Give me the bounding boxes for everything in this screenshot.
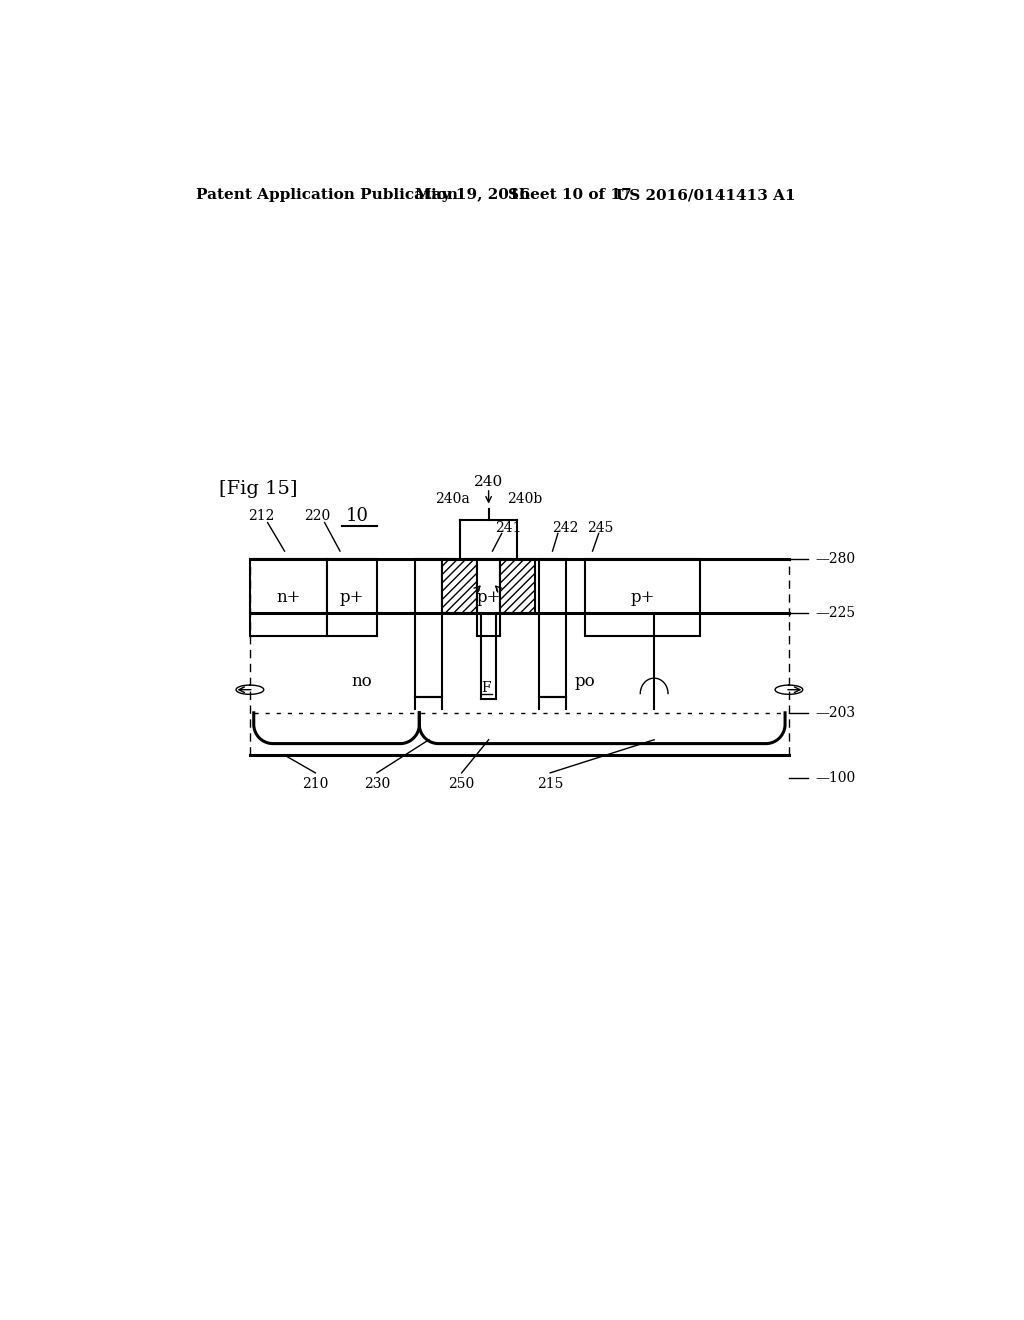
- Text: p+: p+: [631, 589, 655, 606]
- Text: —280: —280: [816, 552, 856, 566]
- Text: Sheet 10 of 17: Sheet 10 of 17: [508, 189, 632, 202]
- Text: 240b: 240b: [508, 492, 543, 507]
- Bar: [250, 558, 327, 636]
- Bar: [442, 558, 477, 612]
- Text: —225: —225: [816, 606, 856, 619]
- Text: 210: 210: [302, 776, 329, 791]
- Text: p+: p+: [340, 589, 365, 606]
- Text: p+: p+: [476, 589, 501, 606]
- Text: 215: 215: [537, 776, 563, 791]
- Text: n+: n+: [276, 589, 301, 606]
- Text: —100: —100: [816, 771, 856, 785]
- Text: 242: 242: [552, 521, 579, 535]
- Text: [Fig 15]: [Fig 15]: [219, 480, 298, 499]
- Bar: [416, 558, 442, 697]
- Text: 240a: 240a: [434, 492, 469, 507]
- Bar: [327, 558, 377, 636]
- Bar: [477, 558, 500, 636]
- Text: Patent Application Publication: Patent Application Publication: [196, 189, 458, 202]
- Bar: [500, 558, 535, 612]
- Text: 245: 245: [587, 521, 613, 535]
- Text: 212: 212: [248, 510, 274, 524]
- Bar: [539, 558, 565, 697]
- Text: 250: 250: [449, 776, 475, 791]
- Text: F: F: [481, 681, 492, 696]
- Text: po: po: [574, 673, 595, 690]
- Text: 230: 230: [364, 776, 390, 791]
- Text: 241: 241: [495, 521, 521, 535]
- Bar: [585, 558, 700, 636]
- Text: US 2016/0141413 A1: US 2016/0141413 A1: [615, 189, 796, 202]
- Text: 10: 10: [346, 507, 370, 525]
- Text: May 19, 2016: May 19, 2016: [416, 189, 530, 202]
- Text: 240: 240: [474, 475, 503, 488]
- Text: —203: —203: [816, 706, 856, 719]
- Text: no: no: [351, 673, 372, 690]
- Text: 220: 220: [304, 510, 330, 524]
